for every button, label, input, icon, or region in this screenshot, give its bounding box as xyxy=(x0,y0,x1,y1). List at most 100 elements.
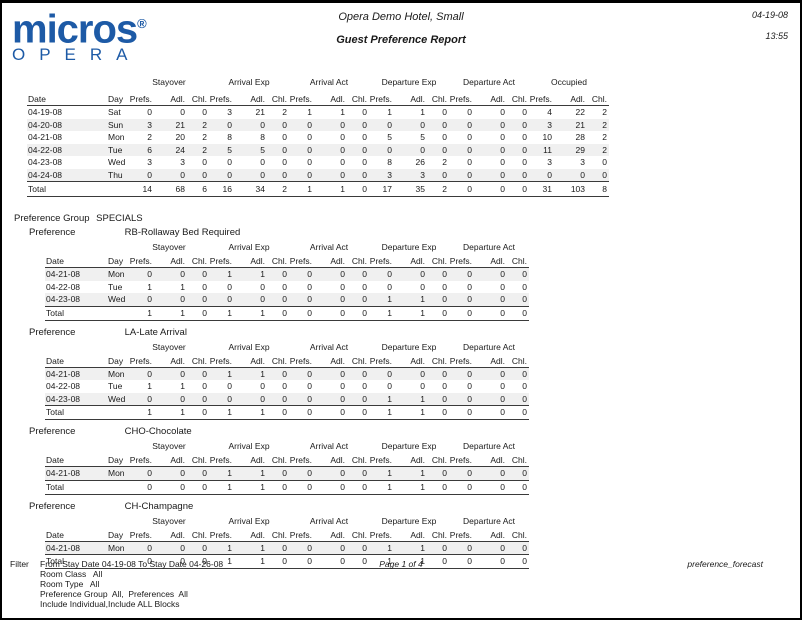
total-row: Total 1 1 0 1 1 0 0 0 0 1 1 0 0 0 0 xyxy=(45,305,529,321)
total-value-cell: 1 xyxy=(394,405,427,420)
value-cell: 0 xyxy=(282,144,287,155)
filter-block: Filter From Stay Date 04-19-08 To Stay D… xyxy=(10,559,223,609)
sub-column-header: Adl. xyxy=(154,352,187,368)
value-cell: 0 xyxy=(147,294,152,304)
value-cell: 0 xyxy=(522,393,527,404)
sub-column-header: Chl. xyxy=(427,253,449,268)
group-header-row: Stayover Arrival Exp Arrival Act Departure … xyxy=(27,71,609,88)
value-cell: 0 xyxy=(420,368,425,379)
date-cell: 04-23-08 xyxy=(28,157,63,167)
total-value-cell: 0 xyxy=(449,305,474,321)
total-value-cell: 68 xyxy=(154,181,187,197)
value-cell: 1 xyxy=(260,468,265,478)
total-value-cell: 0 xyxy=(507,554,529,569)
group-header-row: Stayover Arrival Exp Arrival Act Departure … xyxy=(45,438,529,452)
value-cell: 0 xyxy=(522,294,527,304)
value-cell: 0 xyxy=(180,107,185,117)
total-value-cell: 0 xyxy=(289,305,314,321)
total-value-cell: 1 xyxy=(209,554,234,569)
sub-column-header: Adl. xyxy=(314,253,347,268)
total-value-cell: 1 xyxy=(369,479,394,495)
value-cell: 0 xyxy=(500,294,505,304)
group-header-stayover: Stayover xyxy=(152,515,186,526)
value-cell: 0 xyxy=(442,107,447,117)
value-cell: 2 xyxy=(282,107,287,117)
column-header-row: Date Day Prefs. Adl. Chl. Prefs. Adl. Chl. Prefs… xyxy=(27,88,609,106)
preference-section-rollaway-bed: Preference RB-Rollaway Bed Required Stay… xyxy=(2,227,800,321)
preference-table-rollaway-bed: Stayover Arrival Exp Arrival Act Departure … xyxy=(45,239,529,321)
total-value-cell: 0 xyxy=(187,305,209,321)
value-cell: 21 xyxy=(255,107,265,117)
value-cell: 1 xyxy=(260,269,265,279)
sub-column-header: Prefs. xyxy=(129,452,154,467)
value-cell: 3 xyxy=(580,157,585,167)
sub-column-header: Chl. xyxy=(507,253,529,268)
value-cell: 0 xyxy=(340,281,345,292)
value-cell: 0 xyxy=(282,157,287,167)
value-cell: 0 xyxy=(467,132,472,142)
sub-column-header: Chl. xyxy=(267,452,289,467)
value-cell: 0 xyxy=(362,269,367,279)
value-cell: 1 xyxy=(227,542,232,553)
sub-column-header: Prefs. xyxy=(369,352,394,368)
value-cell: 3 xyxy=(147,157,152,167)
total-value-cell: 1 xyxy=(129,305,154,321)
total-value-cell: 0 xyxy=(314,405,347,420)
value-cell: 0 xyxy=(307,132,312,142)
value-cell: 1 xyxy=(387,468,392,478)
sub-column-header: Chl. xyxy=(187,253,209,268)
total-value-cell: 2 xyxy=(427,181,449,197)
total-value-cell: 0 xyxy=(427,479,449,495)
sub-column-header: Chl. xyxy=(507,452,529,467)
data-row: 04-19-08 Sat 0 0 0 3 21 2 1 1 0 1 1 0 0 0 0 4 22 2 xyxy=(27,106,609,119)
value-cell: 3 xyxy=(387,169,392,180)
group-header-arrival-act: Arrival Act xyxy=(309,441,349,451)
total-value-cell: 1 xyxy=(209,305,234,321)
value-cell: 0 xyxy=(282,132,287,142)
day-cell: Mon xyxy=(108,542,125,553)
total-value-cell: 0 xyxy=(449,479,474,495)
group-header-row: Stayover Arrival Exp Arrival Act Departure … xyxy=(45,239,529,253)
total-value-cell: 0 xyxy=(187,479,209,495)
value-cell: 0 xyxy=(180,269,185,279)
sub-column-header: Adl. xyxy=(394,526,427,542)
total-value-cell: 0 xyxy=(129,554,154,569)
value-cell: 0 xyxy=(500,468,505,478)
date-column-header: Date xyxy=(45,452,107,467)
sub-column-header: Adl. xyxy=(474,452,507,467)
micros-logo-text: micros® xyxy=(12,7,147,49)
value-cell: 0 xyxy=(500,542,505,553)
value-cell: 0 xyxy=(340,169,345,180)
report-title: Guest Preference Report xyxy=(336,34,466,46)
preference-name: RB-Rollaway Bed Required xyxy=(124,227,241,238)
value-cell: 20 xyxy=(175,132,185,142)
value-cell: 0 xyxy=(202,107,207,117)
value-cell: 0 xyxy=(547,169,552,180)
total-value-cell: 0 xyxy=(474,554,507,569)
group-header-arrival-exp: Arrival Exp xyxy=(228,515,270,526)
data-row: 04-21-08 Mon 0 0 0 1 1 0 0 0 0 1 1 0 0 0 0 xyxy=(45,466,529,480)
value-cell: 3 xyxy=(547,119,552,130)
value-cell: 0 xyxy=(227,157,232,167)
total-value-cell: 34 xyxy=(234,181,267,197)
value-cell: 0 xyxy=(362,368,367,379)
day-cell: Tue xyxy=(108,381,123,391)
date-cell: 04-23-08 xyxy=(46,294,81,304)
value-cell: 1 xyxy=(180,281,185,292)
date-cell: 04-22-08 xyxy=(28,144,63,155)
total-label-cell: Total xyxy=(27,181,129,197)
day-cell: Mon xyxy=(108,468,125,478)
date-col-spacer xyxy=(27,71,107,88)
sub-column-header: Prefs. xyxy=(369,452,394,467)
day-column-header: Day xyxy=(107,253,129,268)
group-header-arrival-act: Arrival Act xyxy=(309,77,349,87)
total-value-cell: 1 xyxy=(154,305,187,321)
preference-section-late-arrival: Preference LA-Late Arrival Stayover Arriv… xyxy=(2,327,800,420)
day-cell: Sun xyxy=(108,119,124,130)
group-header-departure-exp: Departure Exp xyxy=(381,242,437,252)
preference-section-champagne: Preference CH-Champagne Stayover Arrival … xyxy=(2,501,800,569)
value-cell: 0 xyxy=(467,468,472,478)
total-value-cell: 31 xyxy=(529,181,554,197)
total-value-cell: 14 xyxy=(129,181,154,197)
total-value-cell: 0 xyxy=(347,554,369,569)
